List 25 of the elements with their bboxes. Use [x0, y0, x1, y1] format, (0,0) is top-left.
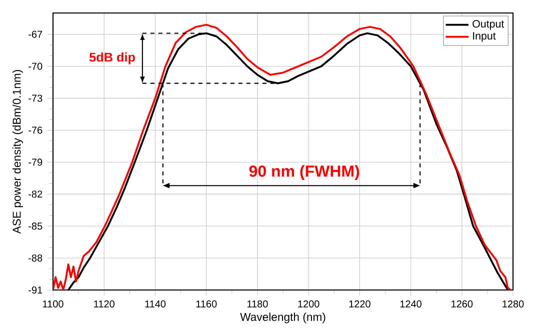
y-tick-label: -85 — [28, 222, 42, 230]
legend-label: Output — [472, 20, 504, 30]
x-tick-label: 1180 — [247, 300, 268, 308]
legend-label: Input — [473, 32, 496, 42]
y-tick-label: -76 — [28, 126, 42, 134]
annotation: 90 nm (FWHM) — [249, 165, 360, 180]
x-tick-label: 1260 — [452, 300, 473, 308]
x-tick-label: 1100 — [43, 300, 64, 308]
y-tick-label: -88 — [28, 254, 42, 262]
x-tick-label: 1120 — [94, 300, 114, 308]
y-axis-title: ASE power density (dBm/0.1nm) — [12, 70, 23, 234]
x-axis-title: Wavelength (nm) — [240, 312, 326, 324]
y-tick-label: -82 — [28, 190, 42, 198]
y-tick-label: -79 — [28, 158, 42, 166]
y-tick-label: -73 — [28, 94, 42, 102]
y-tick-label: -67 — [28, 30, 42, 38]
x-tick-label: 1200 — [298, 300, 320, 308]
x-tick-label: 1160 — [196, 300, 217, 308]
y-tick-label: -91 — [28, 286, 42, 294]
x-tick-label: 1240 — [400, 300, 422, 308]
y-tick-label: -70 — [28, 62, 42, 70]
x-tick-label: 1280 — [502, 300, 524, 308]
x-tick-label: 1220 — [349, 300, 370, 308]
annotation: 5dB dip — [89, 52, 135, 64]
x-tick-label: 1140 — [145, 300, 166, 308]
